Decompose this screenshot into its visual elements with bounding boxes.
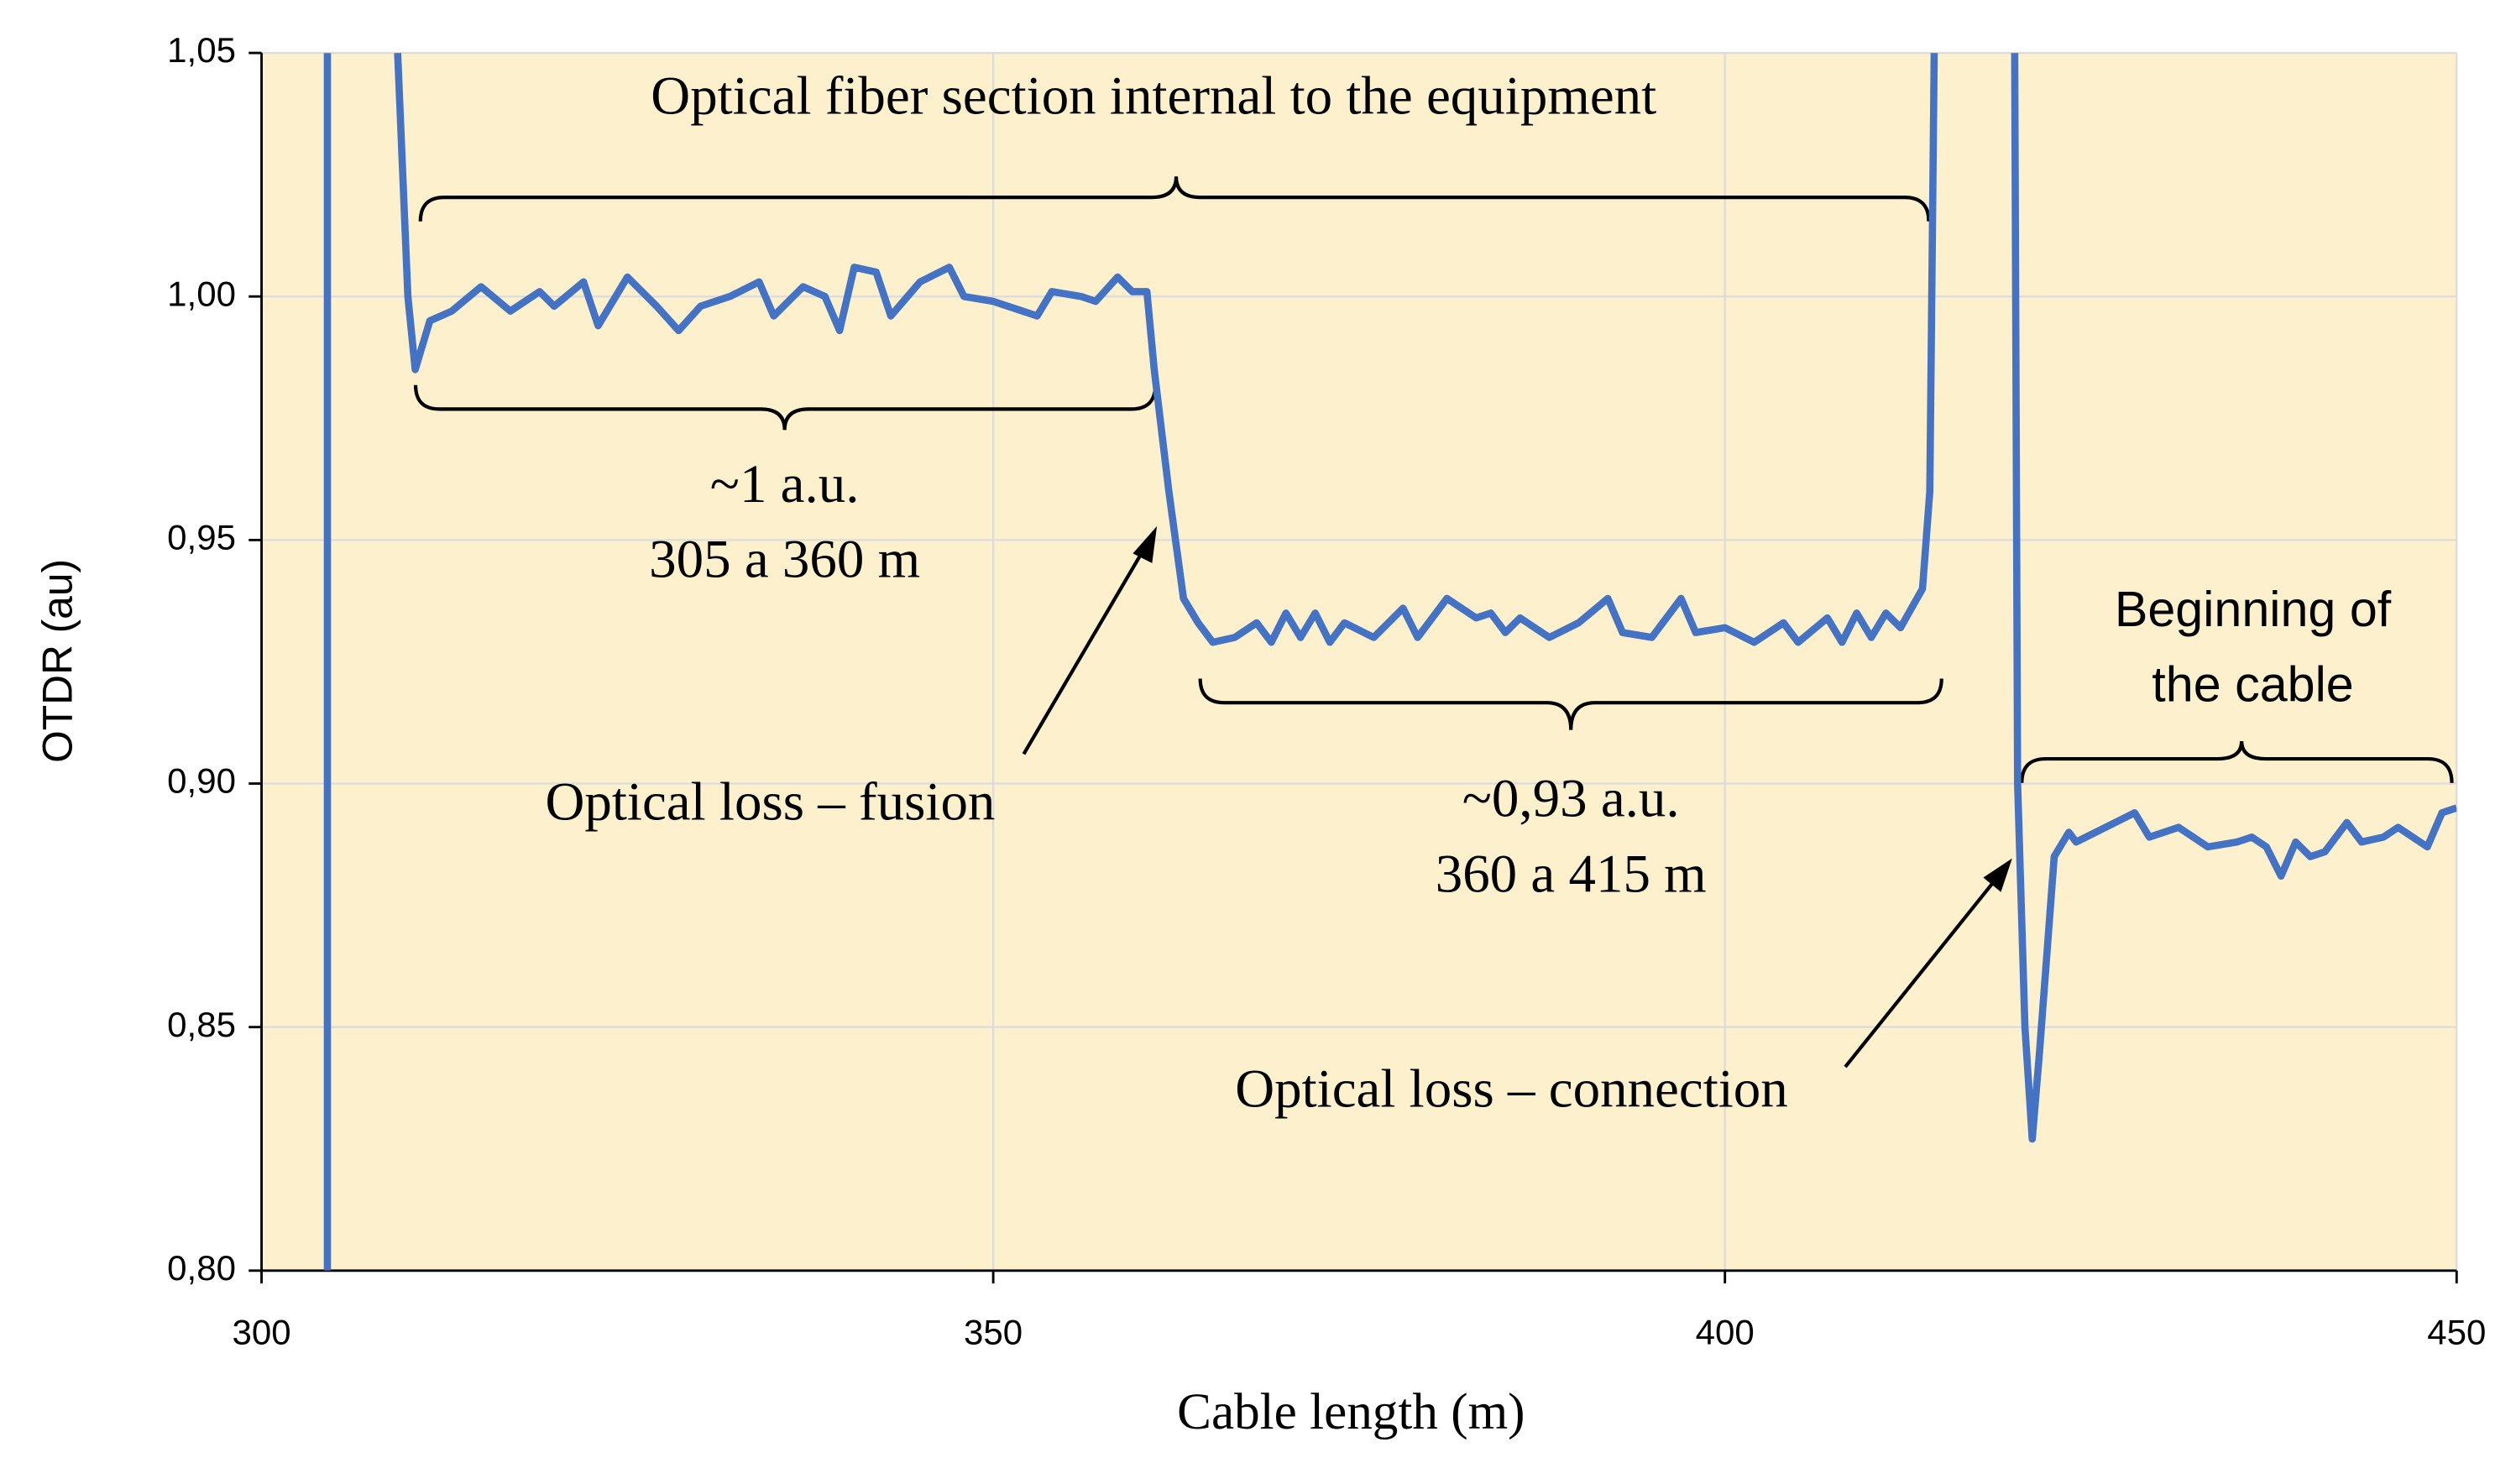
y-tick-label: 0,90 (167, 761, 236, 801)
bracket-first (413, 384, 1158, 431)
x-tick-label: 300 (232, 1312, 290, 1351)
y-tick-label: 1,00 (167, 274, 236, 313)
data-line (323, 53, 2457, 1271)
x-axis-label: Cable length (m) (1177, 1383, 1525, 1440)
annotation: Beginning of (2115, 581, 2392, 637)
bracket-third (2020, 740, 2454, 783)
annotation: 360 a 415 m (1436, 844, 1707, 904)
x-tick-label: 350 (964, 1312, 1023, 1351)
arrow-fusion (1022, 525, 1158, 755)
arrow-connection (1844, 858, 2012, 1069)
y-tick-label: 0,85 (167, 1005, 236, 1044)
y-tick-label: 0,95 (167, 517, 236, 556)
annotation: 305 a 360 m (649, 530, 920, 590)
y-tick-label: 0,80 (167, 1248, 236, 1288)
x-tick-label: 400 (1696, 1312, 1755, 1351)
annotation: Optical loss – fusion (545, 771, 995, 832)
annotation: ~0,93 a.u. (1462, 768, 1680, 828)
y-axis-label: OTDR (au) (34, 559, 81, 763)
y-tick-label: 1,05 (167, 30, 236, 70)
bracket-top (418, 176, 1931, 222)
annotation: the cable (2152, 656, 2353, 713)
annotation: ~1 a.u. (710, 454, 860, 515)
bracket-second (1198, 678, 1943, 730)
annotation: Optical fiber section internal to the eq… (651, 65, 1656, 126)
x-tick-label: 450 (2427, 1312, 2486, 1351)
annotation: Optical loss – connection (1235, 1058, 1788, 1119)
plot-area (261, 53, 2457, 1271)
